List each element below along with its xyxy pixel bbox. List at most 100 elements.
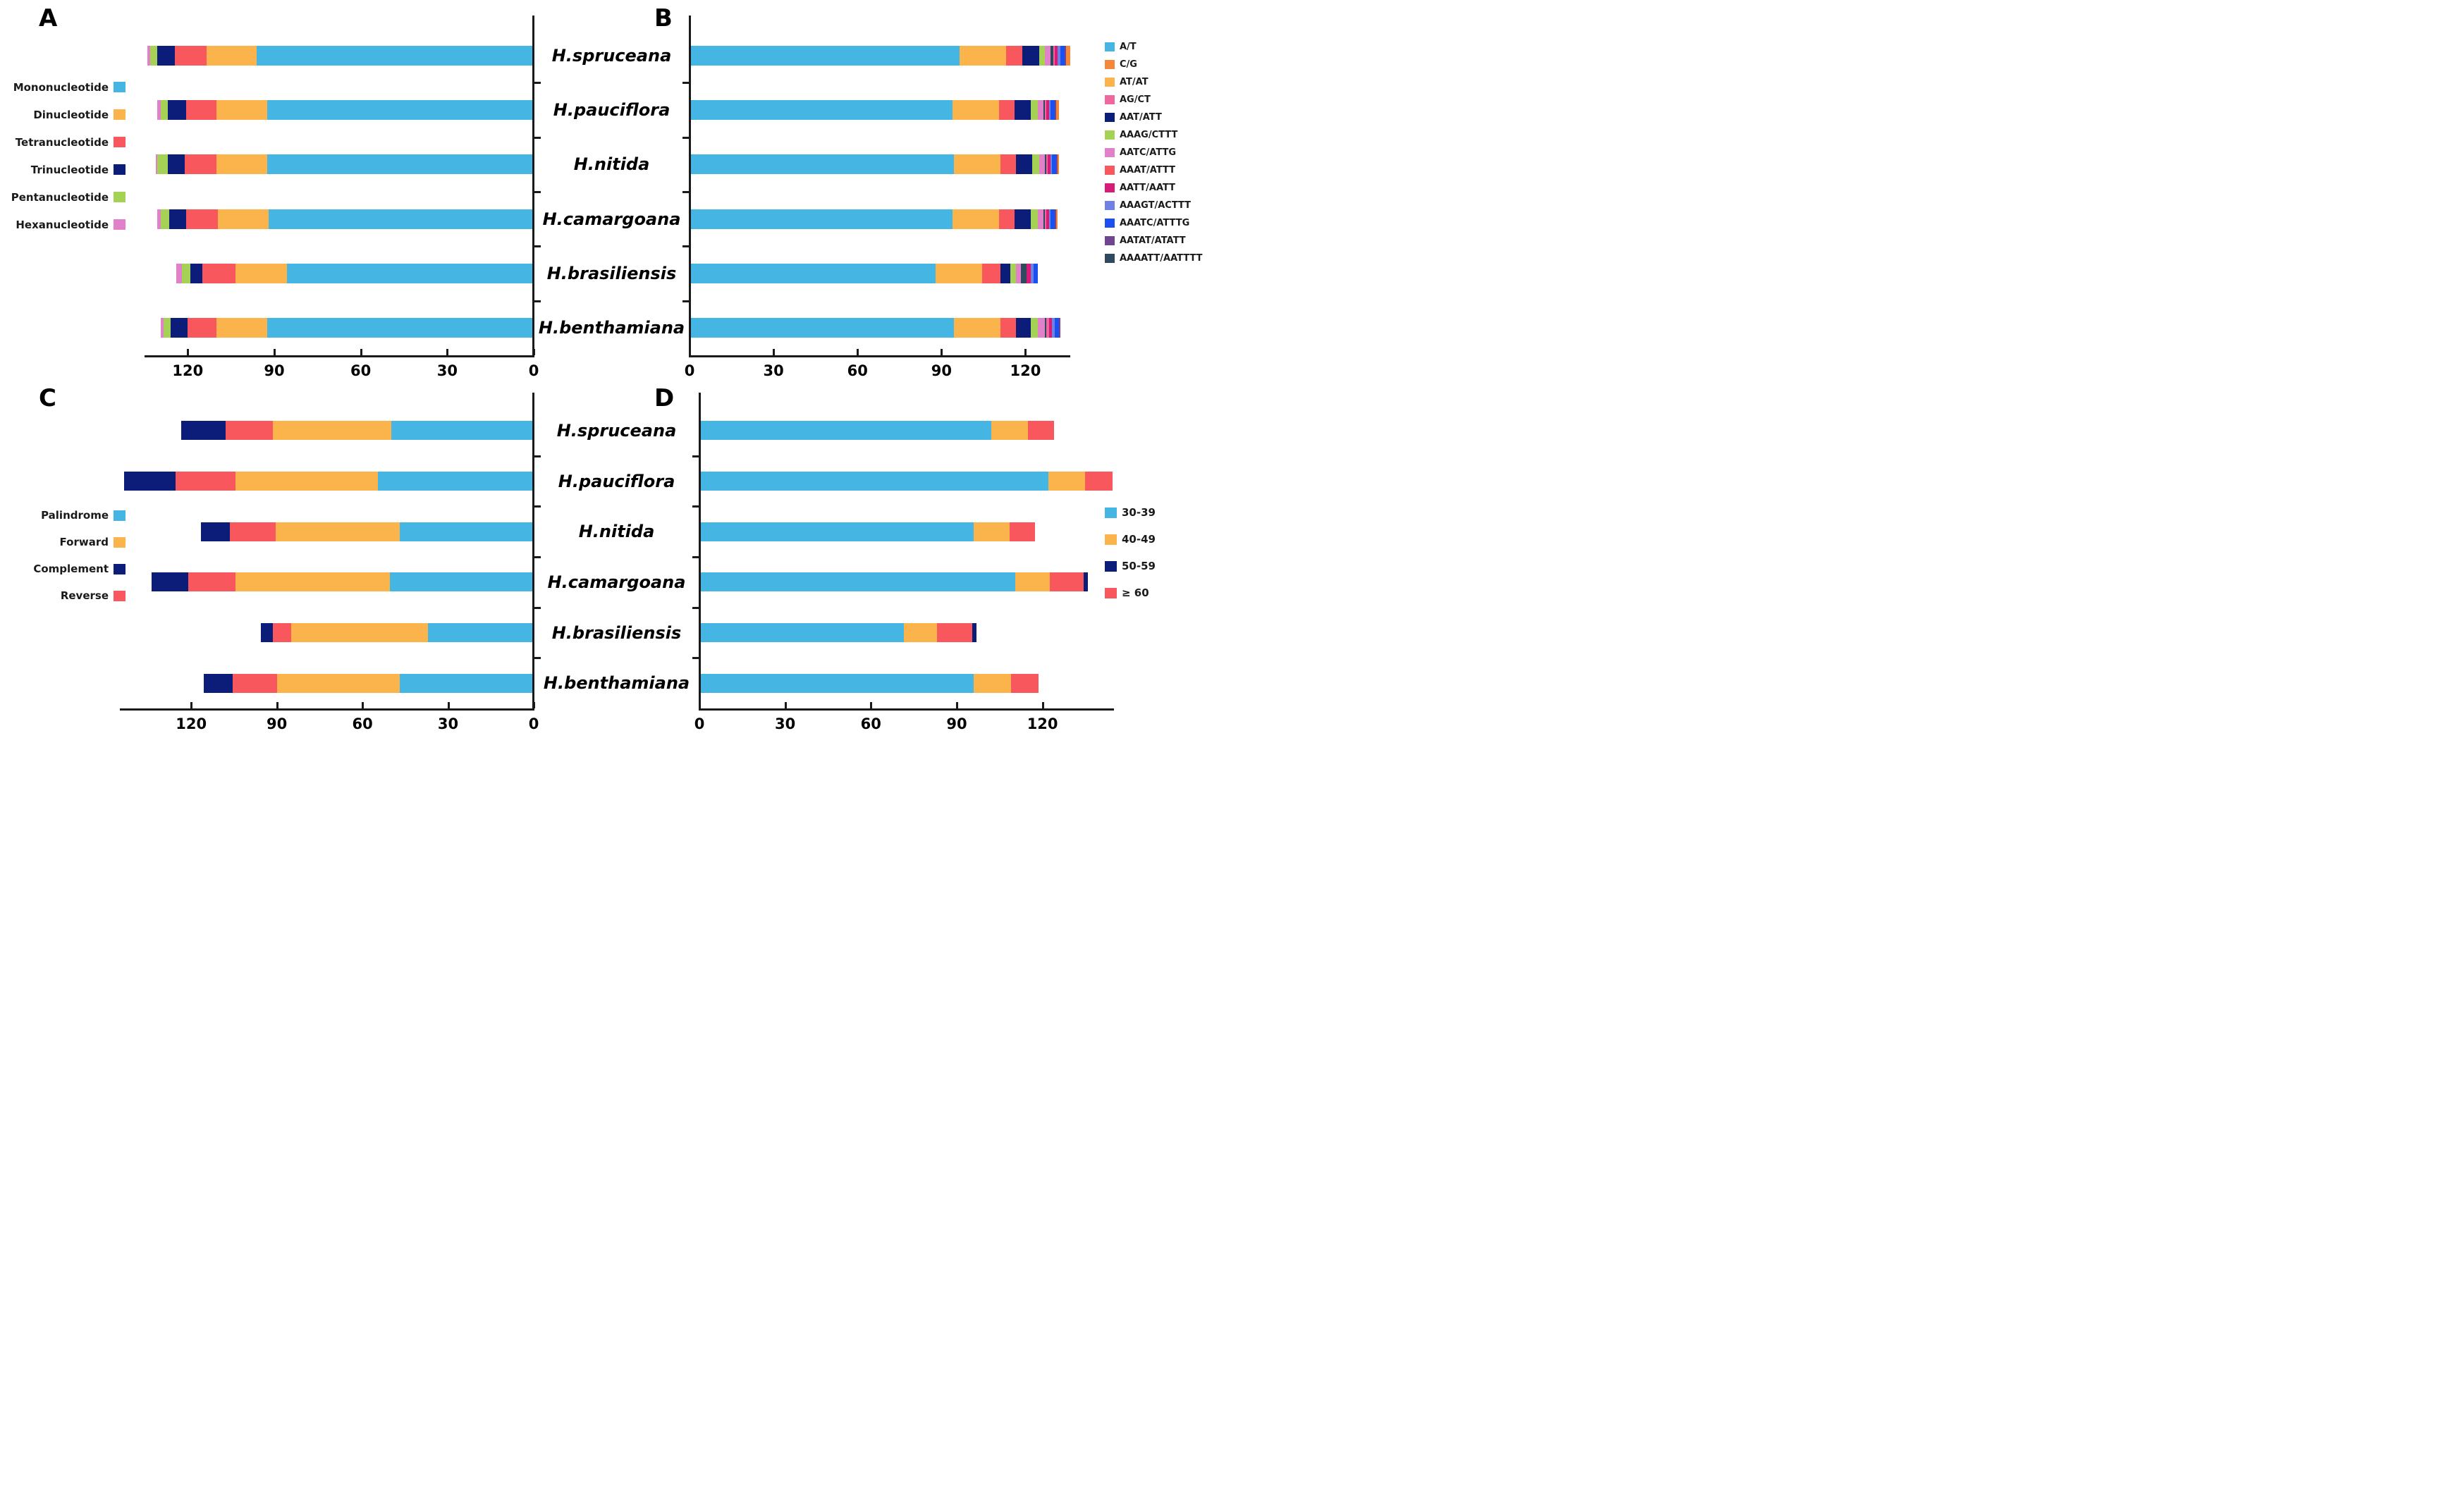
x-tick: [870, 702, 873, 708]
x-tick-label: 90: [946, 715, 967, 732]
segment-AAAATT-AATTTT: [1051, 45, 1054, 66]
segment-Reverse: [175, 472, 235, 491]
legend-item-Trinucleotide: Trinucleotide: [6, 156, 125, 183]
segment-Hexanucleotide: [160, 318, 164, 338]
bar-H-benthamiana: [699, 673, 1039, 693]
segment-Forward: [272, 421, 391, 441]
bar-H-pauciflora: [690, 100, 1060, 120]
legend-label: AAAT/ATTT: [1120, 165, 1176, 176]
panel-letter-c: C: [39, 384, 56, 412]
segment--60: [1028, 421, 1054, 441]
x-tick: [533, 349, 535, 355]
bar-H-camargoana: [157, 209, 534, 229]
x-tick-label: 30: [763, 362, 784, 379]
legend-label: Pentanucleotide: [11, 190, 109, 204]
segment-AT-AT: [953, 209, 999, 229]
segment-AAAGT-ACTTT: [1049, 209, 1051, 229]
segment--60: [1049, 572, 1084, 592]
legend-swatch: [1105, 219, 1115, 228]
segment-Mononucleotide: [267, 318, 534, 338]
segment-Pentanucleotide: [182, 264, 191, 283]
panel-letter-a: A: [39, 4, 58, 32]
bar-H-brasiliensis: [699, 623, 977, 642]
legend-label: AT/AT: [1120, 77, 1149, 87]
bar-H-pauciflora: [124, 472, 534, 491]
segment-AATT-AATT: [1055, 45, 1058, 66]
segment--60: [1009, 522, 1036, 541]
species-label-H-camargoana: H.camargoana: [547, 572, 686, 592]
segment-AATAT-ATATT: [1065, 45, 1066, 66]
category-tick: [692, 505, 699, 508]
segment--60: [936, 623, 973, 642]
x-tick-label: 0: [528, 715, 539, 732]
species-labels-bottom: H.spruceana H.pauciflora H.nitida H.camargo…: [534, 405, 699, 708]
segment--60: [1085, 472, 1113, 491]
legend-panel-a: Mononucleotide Dinucleotide Tetranucleotid…: [6, 73, 125, 238]
segment-Complement: [124, 472, 176, 491]
category-tick: [534, 300, 541, 302]
segment-Complement: [204, 673, 233, 693]
category-tick: [682, 191, 689, 193]
bar-H-pauciflora: [699, 472, 1113, 491]
x-tick-label: 90: [264, 362, 285, 379]
legend-swatch: [1105, 534, 1117, 545]
legend-item-AT-AT: AT/AT: [1105, 73, 1230, 91]
segment-AAAGT-ACTTT: [1051, 154, 1053, 175]
figure-stacked-ssr-charts: A B C D Mononucleotide Dinucleotide Tetran…: [0, 0, 1231, 756]
x-tick-label: 60: [352, 715, 373, 732]
legend-item-AG-CT: AG/CT: [1105, 91, 1230, 109]
segment-AAAATT-AATTTT: [1043, 209, 1046, 229]
segment-Mononucleotide: [257, 45, 534, 66]
segment-Pentanucleotide: [150, 45, 158, 66]
segment-AAT-ATT: [1022, 45, 1040, 66]
legend-swatch: [114, 137, 125, 147]
segment-AAAG-CTTT: [1031, 209, 1039, 229]
category-tick: [682, 245, 689, 248]
segment-AATC-ATTG: [1015, 264, 1022, 283]
x-tick-label: 90: [931, 362, 952, 379]
legend-label: C/G: [1120, 59, 1137, 70]
legend-panel-c: Palindrome Forward Complement Reverse: [6, 502, 125, 609]
legend-label: Forward: [59, 536, 109, 548]
panel-letter-d: D: [654, 384, 675, 412]
category-tick: [534, 455, 541, 457]
x-tick-label: 30: [437, 715, 459, 732]
segment-AAT-ATT: [1014, 209, 1031, 229]
legend-item-AATC-ATTG: AATC/ATTG: [1105, 144, 1230, 161]
segment-Complement: [181, 421, 226, 441]
legend-item-AATT-AATT: AATT/AATT: [1105, 179, 1230, 197]
segment-A-T: [690, 209, 953, 229]
segment-30-39: [699, 673, 974, 693]
segment-40-49: [903, 623, 937, 642]
legend-label: AAATC/ATTTG: [1120, 218, 1190, 228]
legend-label: AATAT/ATATT: [1120, 235, 1186, 246]
segment-AG-CT: [1045, 100, 1047, 120]
category-tick: [534, 245, 541, 248]
segment-40-49: [1048, 472, 1086, 491]
segment-AAAATT-AATTTT: [1021, 264, 1027, 283]
legend-swatch: [1105, 236, 1115, 245]
species-label-H-benthamiana: H.benthamiana: [538, 318, 685, 338]
segment-Hexanucleotide: [147, 45, 151, 66]
legend-item-C-G: C/G: [1105, 56, 1230, 73]
x-tick-label: 0: [528, 362, 539, 379]
x-tick: [784, 702, 787, 708]
segment-Reverse: [188, 572, 235, 592]
panel-letter-b: B: [654, 4, 673, 32]
legend-label: Trinucleotide: [30, 163, 109, 176]
segment-AATAT-ATATT: [1055, 100, 1057, 120]
segment-Tetranucleotide: [186, 209, 219, 229]
panel-A-x-axis: [145, 355, 534, 357]
segment-A-T: [690, 264, 936, 283]
bar-H-spruceana: [147, 45, 534, 66]
segment-AATT-AATT: [1049, 318, 1053, 338]
legend-item-A-T: A/T: [1105, 38, 1230, 56]
legend-item-50-59: 50-59: [1105, 553, 1230, 579]
legend-label: 30-39: [1122, 506, 1156, 519]
segment-AATAT-ATATT: [1055, 209, 1057, 229]
segment-AAAT-ATTT: [998, 100, 1015, 120]
segment-Pentanucleotide: [163, 318, 171, 338]
legend-item--60: ≥ 60: [1105, 579, 1230, 606]
category-tick: [534, 191, 541, 193]
legend-item-Forward: Forward: [6, 529, 125, 555]
